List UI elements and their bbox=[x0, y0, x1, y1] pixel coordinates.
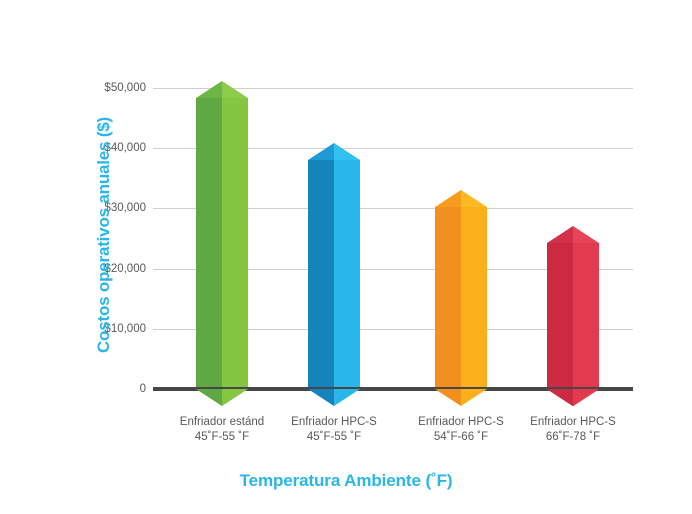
category-label-line2: 54˚F-66 ˚F bbox=[433, 431, 489, 443]
bar-enfriador-hpcs-54-66 bbox=[435, 190, 487, 406]
y-tick-label: 0 bbox=[139, 383, 146, 395]
gridline-10000 bbox=[153, 329, 633, 330]
category-label-2: Enfriador HPC-S 45˚F-55 ˚F bbox=[259, 415, 409, 445]
category-label-line1: Enfriador HPC-S bbox=[530, 416, 616, 428]
category-label-line1: Enfriador estánd bbox=[179, 416, 265, 428]
bar-enfriador-hpcs-45-55 bbox=[308, 143, 360, 406]
gridline-20000 bbox=[153, 269, 633, 270]
bar-enfriador-estandar-45-55 bbox=[196, 81, 248, 406]
gridline-30000 bbox=[153, 208, 633, 209]
y-tick-label: $40,000 bbox=[104, 142, 146, 154]
bar-enfriador-estandar-45-55-bottom-tip bbox=[196, 389, 248, 406]
category-label-3: Enfriador HPC-S 54˚F-66 ˚F bbox=[386, 415, 536, 445]
bar-enfriador-hpcs-54-66-bottom-tip bbox=[435, 389, 487, 406]
category-label-line2: 45˚F-55 ˚F bbox=[306, 431, 362, 443]
category-label-line2: 66˚F-78 ˚F bbox=[545, 431, 601, 443]
bar-enfriador-hpcs-66-78-bottom-tip bbox=[547, 389, 599, 406]
gridline-50000 bbox=[153, 88, 633, 89]
x-axis-title: Temperatura Ambiente (˚F) bbox=[239, 471, 453, 490]
y-tick-label: $30,000 bbox=[104, 202, 146, 214]
y-tick-label: $10,000 bbox=[104, 323, 146, 335]
bar-enfriador-hpcs-66-78 bbox=[547, 225, 599, 406]
bar-enfriador-hpcs-45-55-bottom-tip bbox=[308, 389, 360, 406]
category-label-line1: Enfriador HPC-S bbox=[418, 416, 504, 428]
x-axis-line bbox=[153, 387, 633, 391]
category-label-4: Enfriador HPC-S 66˚F-78 ˚F bbox=[498, 415, 648, 445]
y-tick-label: $20,000 bbox=[104, 263, 146, 275]
y-tick-label: $50,000 bbox=[104, 82, 146, 94]
category-label-line1: Enfriador HPC-S bbox=[291, 416, 377, 428]
category-label-line2: 45˚F-55 ˚F bbox=[194, 431, 250, 443]
gridline-40000 bbox=[153, 148, 633, 149]
y-axis-title: Costos operativos anuales ($) bbox=[94, 116, 113, 354]
category-label-1: Enfriador estánd 45˚F-55 ˚F bbox=[147, 415, 297, 445]
